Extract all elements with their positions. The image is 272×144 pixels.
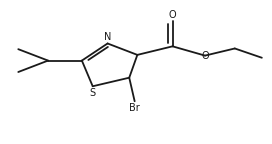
Text: N: N <box>104 32 111 42</box>
Text: O: O <box>201 51 209 61</box>
Text: Br: Br <box>129 103 140 113</box>
Text: S: S <box>90 88 96 98</box>
Text: O: O <box>169 10 176 20</box>
